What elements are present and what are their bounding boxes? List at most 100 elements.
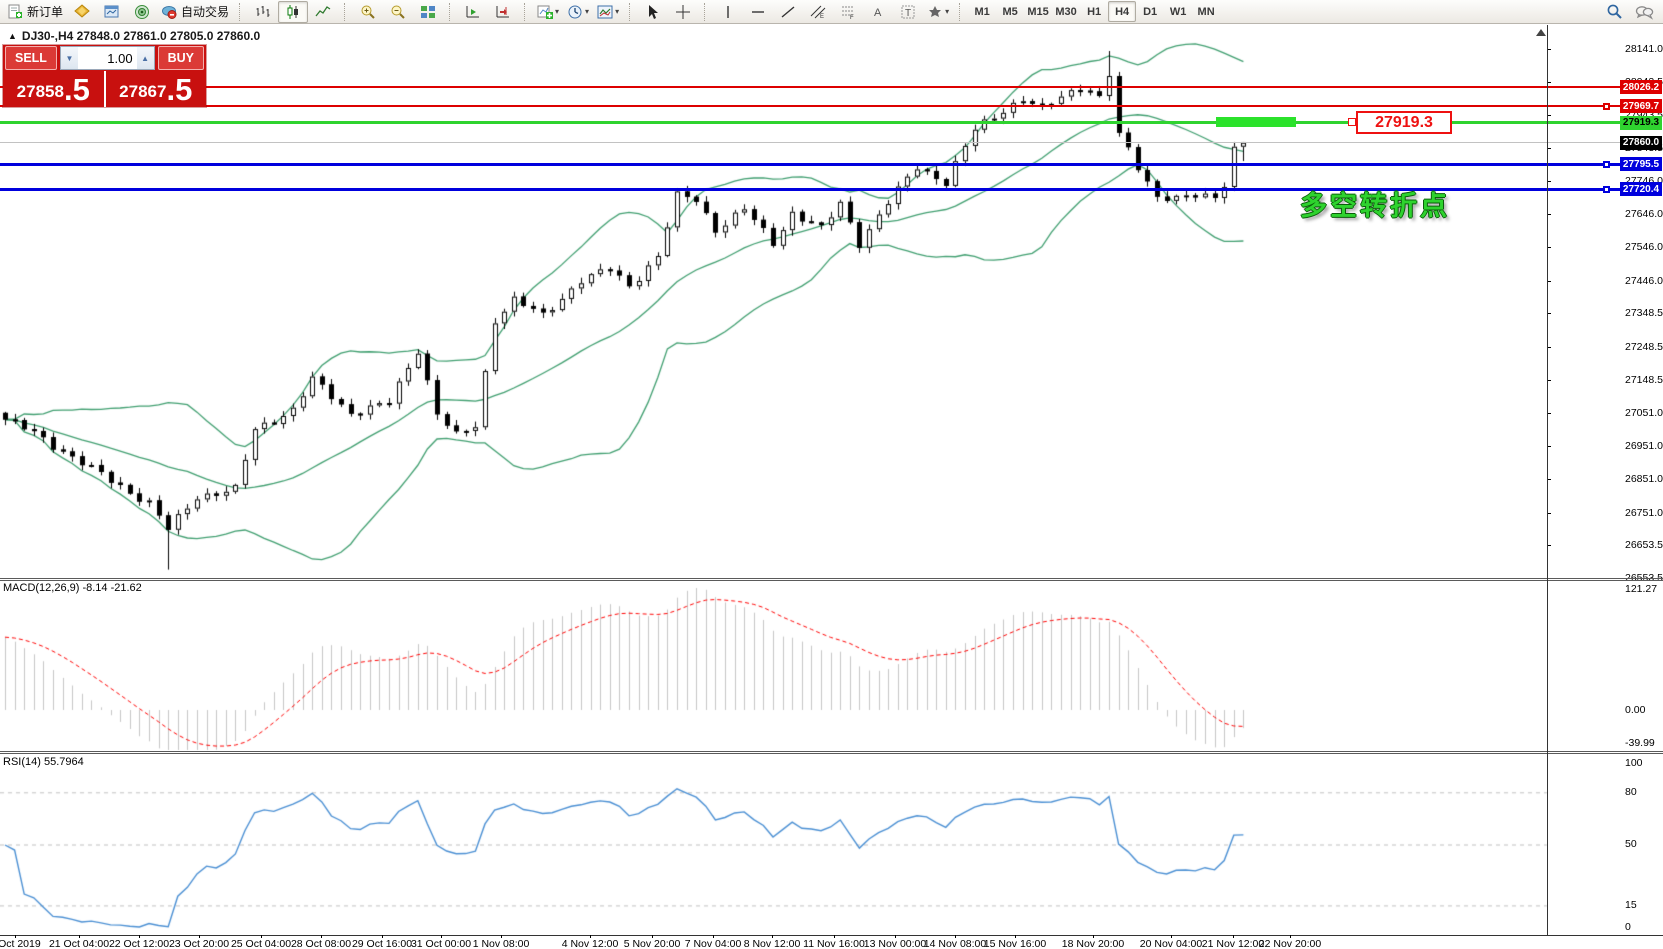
cursor-button[interactable] bbox=[638, 1, 668, 23]
indicators-button[interactable]: ▾ bbox=[533, 1, 563, 23]
templates-button[interactable]: ▾ bbox=[593, 1, 623, 23]
timeframe-mn[interactable]: MN bbox=[1197, 5, 1215, 18]
auto-scroll-icon bbox=[466, 5, 480, 17]
line-handle[interactable] bbox=[1603, 102, 1610, 110]
crosshair-button[interactable] bbox=[668, 1, 698, 23]
timeframe-w1[interactable]: W1 bbox=[1169, 5, 1187, 18]
horizontal-line-27919.3[interactable] bbox=[0, 121, 1620, 125]
zoom-out-button[interactable] bbox=[383, 1, 413, 23]
text-label-button[interactable]: T bbox=[893, 1, 923, 23]
buy-price[interactable]: 27867 .5 bbox=[106, 71, 207, 107]
new-order-button[interactable]: 新订单 bbox=[4, 1, 67, 23]
y-axis-tick-label: 27148.5 bbox=[1625, 373, 1663, 386]
line-handle[interactable] bbox=[1603, 160, 1610, 168]
pane-separator[interactable] bbox=[0, 580, 1663, 581]
trendline-button[interactable] bbox=[773, 1, 803, 23]
rsi-axis-label: 100 bbox=[1625, 757, 1643, 769]
chart-area bbox=[0, 25, 1663, 949]
auto-scroll-button[interactable] bbox=[458, 1, 488, 23]
crosshair-icon bbox=[676, 4, 691, 19]
horizontal-line-button[interactable] bbox=[743, 1, 773, 23]
time-axis-label: 11 Nov 16:00 bbox=[803, 938, 865, 949]
periods-button[interactable]: ▾ bbox=[563, 1, 593, 23]
timeframe-m15[interactable]: M15 bbox=[1027, 5, 1049, 18]
line-chart-button[interactable] bbox=[308, 1, 338, 23]
price-callout-label[interactable]: 27919.3 bbox=[1356, 111, 1452, 134]
timeframe-d1[interactable]: D1 bbox=[1143, 5, 1158, 18]
text-button[interactable]: A bbox=[863, 1, 893, 23]
line-handle[interactable] bbox=[1603, 185, 1610, 193]
y-axis-tick-label: 27546.0 bbox=[1625, 241, 1663, 254]
chart-shift-icon bbox=[496, 5, 510, 17]
data-window-button[interactable] bbox=[97, 1, 127, 23]
svg-text:A: A bbox=[874, 7, 882, 19]
arrows-button[interactable]: ▾ bbox=[923, 1, 953, 23]
buy-button[interactable]: BUY bbox=[157, 46, 204, 70]
green-highlight-box[interactable] bbox=[1216, 117, 1296, 127]
one-click-trading-panel: SELL ▼ ▲ BUY 27858 .5 27867 .5 bbox=[3, 45, 206, 107]
templates-dropdown-arrow[interactable]: ▾ bbox=[615, 7, 620, 16]
macd-axis-label: -39.99 bbox=[1625, 737, 1655, 749]
time-axis-label: 22 Nov 20:00 bbox=[1258, 938, 1322, 949]
tile-windows-icon bbox=[421, 5, 436, 18]
chart-canvas[interactable] bbox=[0, 25, 1663, 949]
horizontal-line-27720.4[interactable] bbox=[0, 187, 1620, 191]
volume-decrease-button[interactable]: ▼ bbox=[60, 47, 78, 69]
time-axis-tick bbox=[834, 935, 835, 938]
collapse-quote-icon[interactable]: ▲ bbox=[8, 31, 17, 41]
time-axis-label: 13 Nov 00:00 bbox=[863, 938, 927, 949]
search-button[interactable] bbox=[1599, 1, 1629, 23]
market-watch-button[interactable] bbox=[67, 1, 97, 23]
sell-button[interactable]: SELL bbox=[5, 46, 57, 70]
pane-separator[interactable] bbox=[0, 578, 1663, 579]
y-axis-tick-label: 27348.5 bbox=[1625, 307, 1663, 320]
data-window-icon bbox=[104, 5, 119, 17]
y-axis-tick-label: 27051.0 bbox=[1625, 406, 1663, 419]
trendline-icon bbox=[781, 5, 795, 18]
timeframe-h4[interactable]: H4 bbox=[1108, 1, 1137, 22]
time-axis-label: 22 Oct 12:00 bbox=[108, 938, 170, 949]
vertical-line-button[interactable] bbox=[713, 1, 743, 23]
y-axis-tick bbox=[1547, 545, 1551, 547]
fibonacci-button[interactable]: F bbox=[833, 1, 863, 23]
horizontal-line-27860[interactable] bbox=[0, 142, 1620, 144]
pane-separator[interactable] bbox=[0, 753, 1663, 754]
candlestick-chart-button[interactable] bbox=[278, 0, 309, 23]
toolbar-separator bbox=[344, 2, 349, 21]
chart-shift-button[interactable] bbox=[488, 1, 518, 23]
zoom-in-button[interactable] bbox=[353, 1, 383, 23]
search-icon bbox=[1607, 4, 1622, 19]
horizontal-line-28026.2[interactable] bbox=[0, 86, 1620, 89]
time-axis-label: 21 Oct 04:00 bbox=[48, 938, 110, 949]
toolbar: 新订单 自动交易 bbox=[0, 0, 1663, 24]
price-callout-handle[interactable] bbox=[1348, 118, 1356, 126]
toolbar-separator bbox=[524, 2, 529, 21]
tile-windows-button[interactable] bbox=[413, 1, 443, 23]
y-axis-tick bbox=[1547, 148, 1551, 150]
timeframe-m30[interactable]: M30 bbox=[1055, 5, 1077, 18]
periods-dropdown-arrow[interactable]: ▾ bbox=[585, 7, 590, 16]
volume-input[interactable] bbox=[77, 47, 137, 69]
y-axis-tick-label: 26751.0 bbox=[1625, 506, 1663, 519]
signals-button[interactable] bbox=[127, 1, 157, 23]
arrows-dropdown-arrow[interactable]: ▾ bbox=[945, 7, 950, 16]
pane-separator[interactable] bbox=[0, 751, 1663, 752]
sell-price[interactable]: 27858 .5 bbox=[3, 71, 106, 107]
timeframe-h1[interactable]: H1 bbox=[1087, 5, 1102, 18]
rsi-axis-label: 15 bbox=[1625, 899, 1637, 911]
chat-button[interactable] bbox=[1629, 1, 1659, 23]
autotrading-button[interactable]: 自动交易 bbox=[157, 1, 233, 23]
volume-increase-button[interactable]: ▲ bbox=[136, 47, 154, 69]
equidistant-channel-button[interactable]: E bbox=[803, 1, 833, 23]
timeframe-m5[interactable]: M5 bbox=[1002, 5, 1018, 18]
timeframe-m1[interactable]: M1 bbox=[974, 5, 990, 18]
price-tag-27969.7: 27969.7 bbox=[1620, 99, 1662, 114]
scroll-to-end-marker[interactable] bbox=[1536, 29, 1546, 36]
horizontal-line-27795.5[interactable] bbox=[0, 162, 1620, 166]
turning-point-annotation[interactable]: 多空转折点 bbox=[1300, 191, 1450, 221]
bar-chart-button[interactable] bbox=[248, 1, 278, 23]
time-axis-tick bbox=[1233, 935, 1234, 938]
horizontal-line-27969.7[interactable] bbox=[0, 105, 1620, 108]
indicators-dropdown-arrow[interactable]: ▾ bbox=[555, 7, 560, 16]
